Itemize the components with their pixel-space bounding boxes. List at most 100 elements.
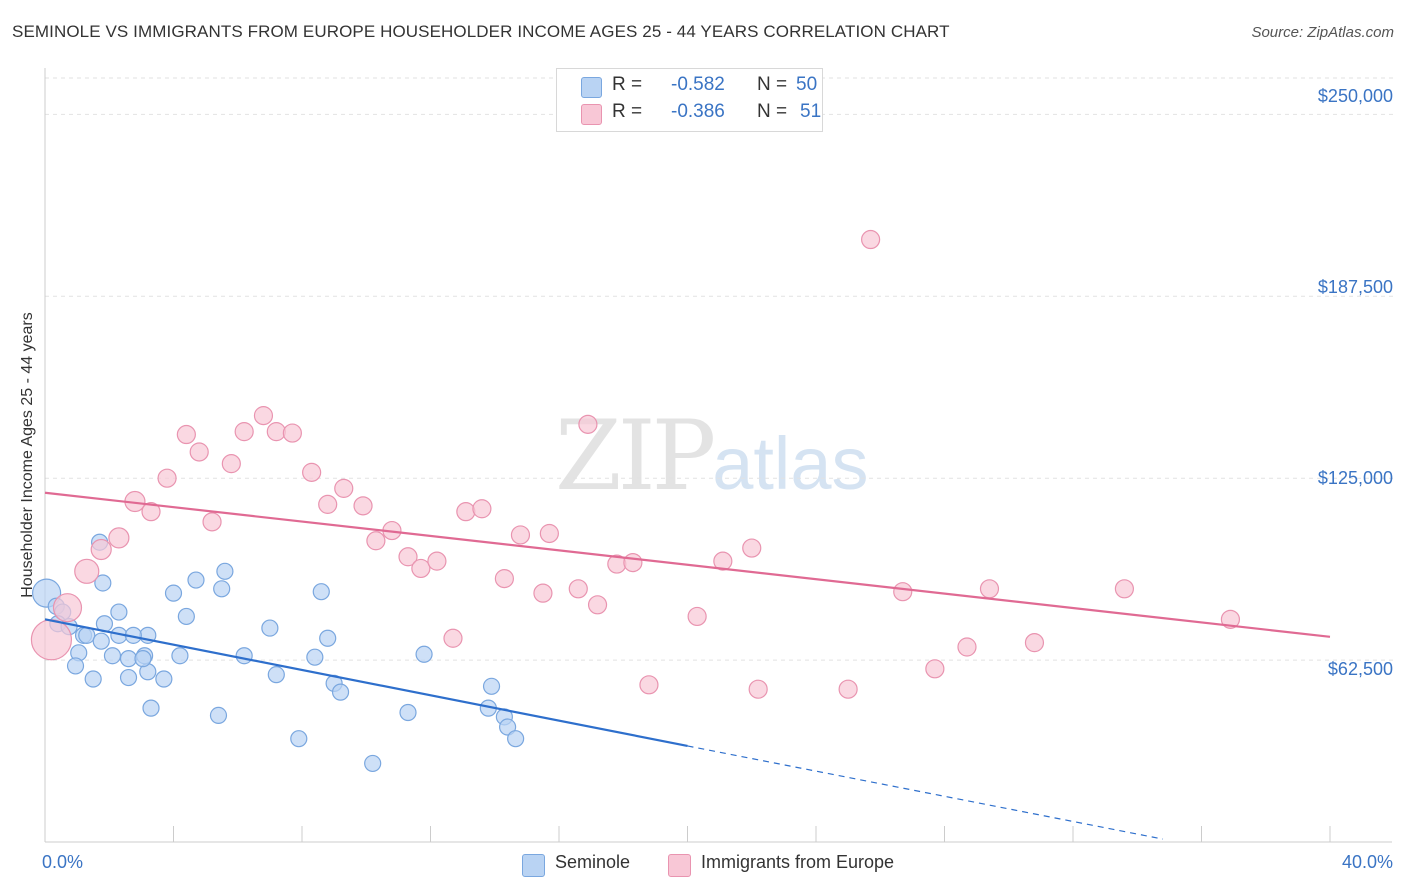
europe-point	[366, 531, 386, 551]
y-tick-label-187500: $187,500	[1317, 277, 1393, 297]
europe-point	[533, 583, 553, 603]
seminole-point	[134, 650, 152, 668]
europe-point	[742, 538, 762, 558]
source-label: Source: ZipAtlas.com	[1251, 24, 1394, 41]
watermark-atlas: atlas	[712, 422, 869, 505]
legend-r-value: -0.386	[671, 101, 725, 122]
series-swatch-europe	[668, 854, 691, 877]
series-label-europe: Immigrants from Europe	[701, 852, 895, 872]
europe-point	[282, 423, 302, 443]
europe-point	[318, 494, 338, 514]
seminole-point	[482, 677, 501, 695]
europe-point	[189, 442, 209, 462]
europe-point	[1114, 579, 1135, 599]
legend-n-value: 51	[800, 101, 822, 122]
y-tick-label-125000: $125,000	[1317, 468, 1393, 488]
europe-point	[494, 569, 514, 589]
europe-point	[266, 422, 286, 442]
legend-swatch-europe	[581, 104, 602, 125]
seminole-point	[235, 647, 253, 665]
legend-n-label: N =	[757, 74, 788, 95]
legend-swatch-seminole	[581, 77, 602, 98]
europe-point	[979, 579, 1000, 599]
watermark: ZIPatlas	[555, 400, 869, 512]
europe-point	[687, 606, 707, 627]
seminole-point	[164, 584, 183, 602]
europe-point	[443, 628, 463, 648]
legend-r-label: R =	[612, 74, 643, 95]
seminole-point	[364, 754, 382, 773]
europe-point	[861, 229, 881, 250]
seminole-point	[155, 670, 173, 688]
europe-point	[411, 558, 431, 579]
series-label-seminole: Seminole	[555, 852, 631, 872]
europe-point	[578, 414, 598, 434]
seminole-point	[187, 571, 205, 589]
seminole-point	[399, 703, 417, 722]
europe-point	[302, 462, 322, 482]
seminole-point	[94, 574, 112, 592]
seminole-trend-extension	[687, 745, 1164, 840]
chart-title: SEMINOLE VS IMMIGRANTS FROM EUROPE HOUSE…	[12, 22, 950, 41]
seminole-point	[216, 562, 234, 580]
seminole-point	[213, 580, 231, 598]
europe-point	[623, 552, 643, 573]
europe-point	[74, 558, 100, 584]
europe-point	[157, 468, 177, 488]
seminole-point	[177, 607, 195, 626]
legend-r-label: R =	[612, 101, 643, 122]
europe-point	[568, 579, 588, 599]
europe-trend-line	[44, 491, 1331, 638]
y-axis-label: Householder Income Ages 25 - 44 years	[19, 312, 36, 598]
europe-point	[427, 551, 447, 571]
y-tick-label-250000: $250,000	[1317, 86, 1393, 106]
europe-point	[141, 502, 161, 522]
europe-point	[234, 422, 254, 442]
correlation-legend: R = -0.582 N = 50 R = -0.386 N = 51	[556, 68, 823, 132]
seminole-point	[499, 718, 517, 736]
grid-layer	[45, 77, 1395, 661]
x-tick-label-min: 0.0%	[42, 852, 84, 872]
europe-point	[253, 406, 274, 426]
seminole-point	[92, 632, 110, 650]
seminole-point	[261, 619, 279, 637]
seminole-point	[66, 657, 85, 675]
series-swatch-seminole	[522, 854, 545, 877]
seminole-point	[142, 699, 160, 717]
europe-point	[353, 496, 373, 516]
seminole-point	[415, 645, 433, 663]
europe-point	[334, 478, 354, 498]
europe-point	[587, 595, 608, 615]
seminole-point	[84, 670, 102, 688]
legend-r-value: -0.582	[671, 74, 725, 95]
europe-point	[925, 659, 945, 679]
seminole-point	[209, 706, 228, 724]
point-layer	[30, 229, 1241, 773]
seminole-point	[119, 668, 138, 687]
europe-point	[1024, 633, 1045, 653]
y-tick-label-62500: $62,500	[1327, 659, 1393, 679]
europe-point	[52, 593, 83, 623]
europe-point	[221, 454, 241, 474]
legend-n-label: N =	[757, 101, 788, 122]
europe-point	[1220, 609, 1241, 629]
seminole-point	[267, 666, 285, 684]
europe-point	[713, 551, 733, 571]
europe-point	[838, 679, 858, 699]
seminole-trend-line	[44, 618, 688, 748]
europe-point	[202, 512, 222, 532]
x-tick-label-max: 40.0%	[1341, 852, 1393, 872]
seminole-point	[290, 730, 308, 748]
seminole-point	[312, 583, 330, 601]
seminole-point	[171, 647, 189, 665]
europe-point	[176, 424, 196, 445]
legend-n-value: 50	[796, 74, 818, 95]
europe-point	[539, 523, 559, 544]
europe-point	[639, 675, 659, 695]
europe-point	[893, 582, 913, 602]
seminole-point	[103, 647, 122, 665]
europe-point	[957, 637, 977, 657]
seminole-point	[110, 603, 128, 621]
seminole-point	[306, 648, 324, 666]
